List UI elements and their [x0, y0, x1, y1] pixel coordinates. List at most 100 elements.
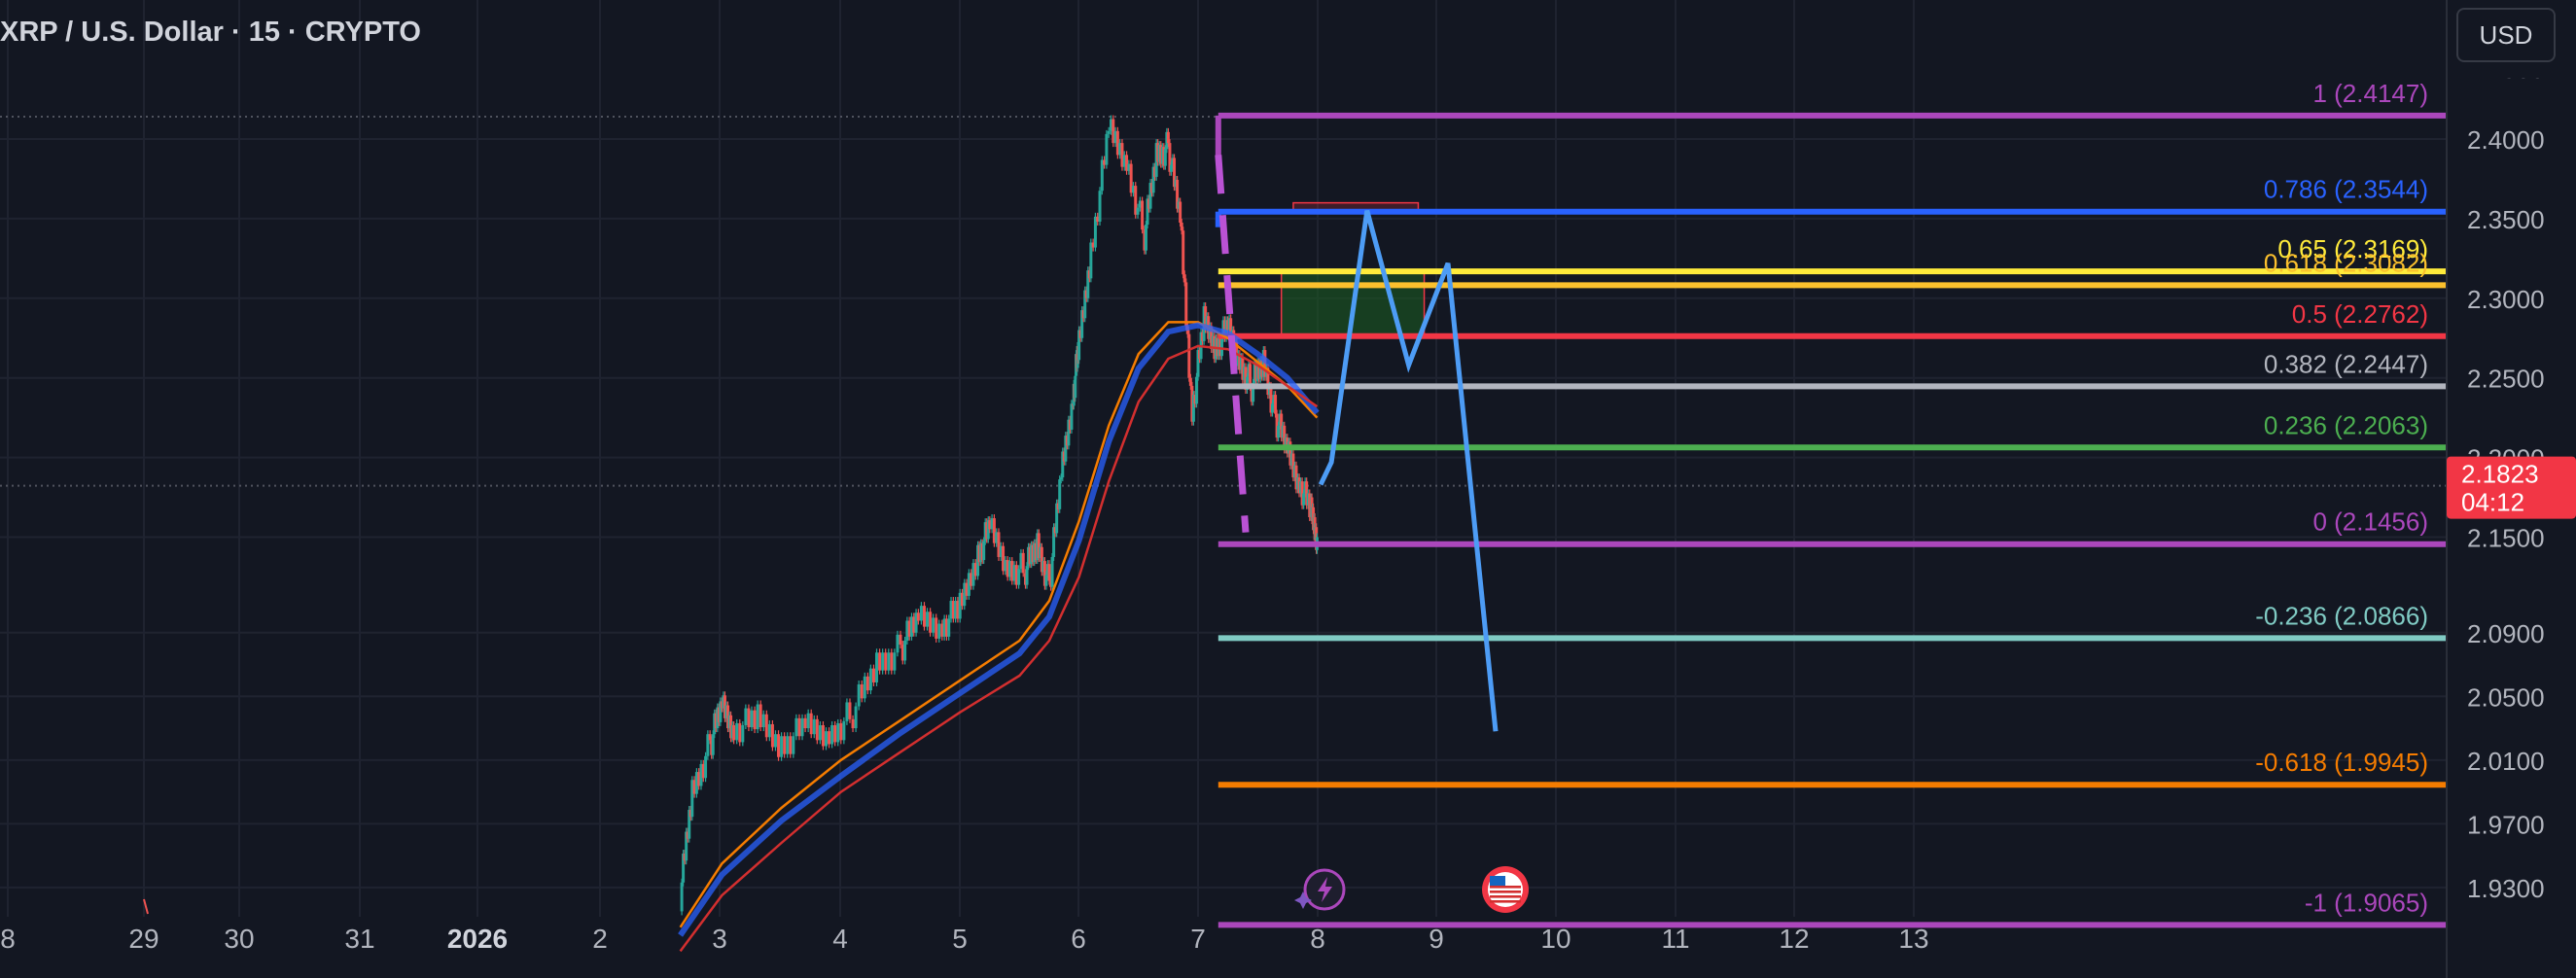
candle-body [1224, 320, 1228, 338]
candle-body [713, 713, 717, 735]
candle-body [1280, 413, 1284, 438]
candle-body [812, 718, 816, 735]
candle-body [692, 780, 696, 794]
candle-body [1007, 561, 1011, 577]
candle-body [1253, 364, 1256, 383]
candle-body [1272, 395, 1276, 404]
candle-body [851, 718, 855, 729]
candle-body [701, 763, 705, 779]
candle-body [963, 582, 967, 607]
candle-body [1190, 385, 1194, 422]
candle-body [1061, 451, 1065, 478]
time-tick-label: 11 [1661, 924, 1689, 954]
candle-body [986, 520, 990, 540]
candle-body [893, 652, 897, 671]
current-price-badge-bg [2447, 456, 2576, 519]
candle-body [1303, 481, 1307, 494]
candle-body [1153, 166, 1157, 177]
candle-body [926, 611, 930, 627]
candle-body [1044, 575, 1048, 586]
candle-body [764, 714, 768, 738]
price-tick-label: 2.2500 [2467, 365, 2545, 394]
candle-body [1166, 131, 1170, 144]
candle-body [1091, 242, 1095, 248]
time-tick-label: 29 [128, 924, 159, 954]
candle-body [1211, 335, 1215, 350]
candle-body [1012, 565, 1016, 581]
candle-body [1096, 216, 1100, 222]
candle-body [1258, 360, 1262, 379]
time-tick-label: 12 [1779, 924, 1809, 954]
candle-body [704, 755, 708, 779]
candle-body [1182, 274, 1186, 283]
candle-body [1086, 270, 1090, 298]
candle-body [965, 582, 969, 596]
candle-body [1077, 330, 1081, 361]
candle-body [1159, 145, 1163, 164]
candle-body [967, 573, 970, 596]
candle-body [1218, 337, 1222, 357]
candle-body [1004, 560, 1007, 572]
candle-body [1084, 290, 1088, 298]
candle-body [985, 522, 989, 540]
candle-body [750, 710, 754, 728]
candle-body [983, 522, 987, 541]
candle-body [1277, 425, 1281, 438]
candle-body [1136, 207, 1140, 215]
candle-body [1271, 403, 1274, 413]
candle-body [881, 652, 885, 671]
candle-body [1056, 503, 1060, 509]
price-tick-label: 2.0100 [2467, 747, 2545, 776]
fib-level-label: -1 (1.9065) [2305, 888, 2428, 917]
time-tick-label: 2026 [447, 924, 508, 954]
price-tick-label: 1.9300 [2467, 874, 2545, 903]
candle-body [1112, 119, 1115, 144]
currency-button[interactable]: USD [2456, 8, 2556, 62]
candle-body [947, 618, 951, 637]
candle-body [1223, 320, 1227, 338]
candle-body [686, 831, 689, 839]
current-price-label: 2.1823 [2461, 460, 2539, 489]
candle-body [1281, 425, 1285, 438]
candle-body [726, 705, 730, 729]
candle-body [912, 616, 916, 633]
candle-body [1041, 561, 1045, 573]
candle-body [1252, 382, 1255, 402]
time-tick-label: 10 [1540, 924, 1570, 954]
fib-level-label: 0.65 (2.3169) [2277, 234, 2428, 263]
candle-body [1176, 179, 1180, 209]
candle-body [1017, 569, 1021, 585]
candle-body [890, 652, 894, 671]
candle-body [1308, 493, 1312, 518]
candle-body [803, 717, 807, 729]
candle-body [878, 652, 882, 671]
candle-body [1055, 503, 1059, 534]
candle-body [977, 544, 981, 563]
candle-body [780, 736, 784, 757]
candle-body [854, 706, 858, 729]
candle-body [1045, 564, 1049, 576]
candle-body [809, 713, 813, 735]
candle-body [1118, 143, 1122, 156]
candle-body [1182, 230, 1185, 275]
candle-body [951, 601, 955, 619]
candle-body [899, 634, 902, 646]
candle-body [1274, 395, 1278, 414]
candle-body [1291, 453, 1295, 478]
fib-level-label: 0 (2.1456) [2312, 507, 2428, 537]
candle-body [1049, 580, 1053, 587]
candle-body [1261, 350, 1265, 377]
candle-body [1249, 364, 1253, 387]
candle-body [797, 717, 801, 737]
candle-body [789, 736, 793, 754]
candle-body [848, 702, 852, 719]
candle-body [1242, 367, 1246, 380]
candle-body [896, 634, 900, 653]
candle-body [970, 573, 973, 586]
candle-body [988, 520, 992, 530]
candle-body [706, 734, 710, 756]
time-tick-label: 13 [1898, 924, 1928, 954]
price-tick-label: 2.1500 [2467, 524, 2545, 553]
candle-body [1100, 159, 1104, 192]
